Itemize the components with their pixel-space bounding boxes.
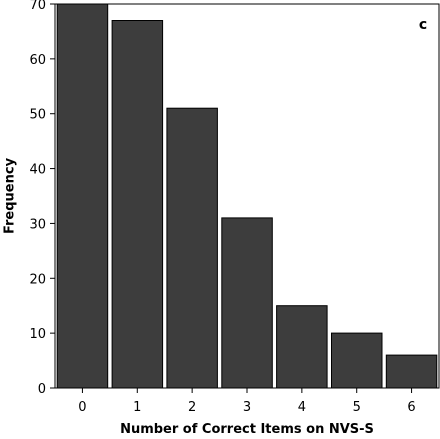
y-tick-label: 50 <box>29 108 46 123</box>
x-axis-title: Number of Correct Items on NVS-S <box>120 422 374 437</box>
y-tick-label: 10 <box>29 327 46 342</box>
x-tick-label: 3 <box>243 400 251 415</box>
bar-3 <box>221 217 273 389</box>
bar-0 <box>56 3 109 389</box>
plot-frame <box>54 3 440 389</box>
y-axis-ticks: 0 10 20 30 40 50 60 70 <box>29 0 55 397</box>
y-tick-label: 20 <box>29 272 46 287</box>
x-tick-label: 0 <box>78 400 86 415</box>
y-tick-label: 70 <box>29 0 46 13</box>
x-tick-label: 5 <box>353 400 361 415</box>
bar-4 <box>276 305 328 389</box>
x-tick-label: 2 <box>188 400 196 415</box>
panel-label: c <box>419 17 427 33</box>
bar-2 <box>166 107 218 389</box>
y-axis-title: Frequency <box>3 157 18 234</box>
bar-1 <box>111 20 164 389</box>
x-tick-label: 6 <box>407 400 415 415</box>
bar-5 <box>331 332 383 389</box>
y-tick-label: 0 <box>38 382 46 397</box>
bars-layer <box>56 3 438 389</box>
x-tick-label: 1 <box>133 400 141 415</box>
x-tick-label: 4 <box>298 400 306 415</box>
x-axis-ticks: 0 1 2 3 4 5 6 <box>78 388 416 415</box>
bar-6 <box>385 354 438 389</box>
y-tick-label: 40 <box>29 163 46 178</box>
y-tick-label: 30 <box>29 217 46 232</box>
y-tick-label: 60 <box>29 53 46 68</box>
